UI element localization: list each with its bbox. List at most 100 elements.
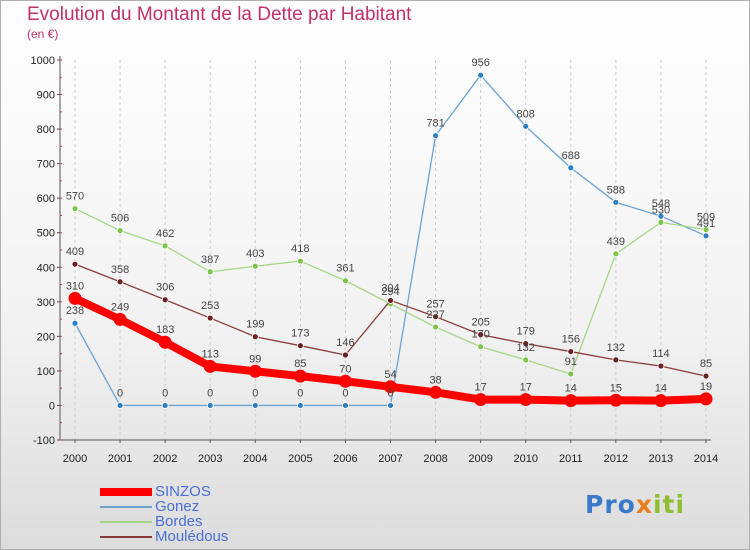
data-label-bordes: 403 [246,248,264,260]
data-label-sinzos: 54 [384,369,396,381]
data-point-bordes [567,370,575,378]
data-point-mouledous [702,372,710,380]
x-tick-label: 2003 [198,453,222,465]
data-point-bordes [342,277,349,285]
legend-item-bordes: Bordes [100,514,300,529]
data-label-gonez: 956 [471,57,489,69]
data-point-sinzos [654,394,668,408]
data-label-sinzos: 17 [520,382,532,394]
data-label-sinzos: 183 [156,324,174,336]
data-point-mouledous [567,348,575,355]
data-point-mouledous [206,314,214,322]
logo-part-1: Pro [585,490,636,519]
data-point-sinzos [293,369,307,383]
data-label-gonez: 0 [297,387,303,399]
legend-item-gonez: Gonez [100,499,300,514]
data-point-bordes [702,226,710,234]
data-point-gonez [432,132,439,140]
data-label-bordes: 462 [156,228,174,240]
data-point-mouledous [657,362,665,370]
legend-swatch-gonez [100,506,152,508]
data-point-bordes [251,262,259,270]
data-point-mouledous [342,351,349,359]
x-tick-label: 2011 [559,453,583,465]
data-point-mouledous [612,356,620,364]
data-point-gonez [206,402,214,409]
x-tick-label: 2008 [423,453,447,465]
data-label-mouledous: 156 [562,334,580,346]
data-label-mouledous: 173 [291,328,309,340]
legend-swatch-sinzos [100,488,152,496]
data-label-mouledous: 179 [517,326,535,338]
data-label-bordes: 294 [381,286,399,298]
data-label-gonez: 0 [252,387,258,399]
data-point-sinzos [564,394,578,408]
data-point-gonez [522,122,530,130]
data-label-sinzos: 99 [249,353,261,365]
data-label-gonez: 0 [207,387,213,399]
y-tick-label: 1000 [31,55,55,67]
legend-item-sinzos: SINZOS [100,484,300,499]
data-point-mouledous [161,296,169,304]
data-label-mouledous: 306 [156,282,174,294]
x-tick-label: 2013 [649,453,673,465]
data-point-sinzos [68,291,82,305]
data-point-sinzos [429,385,443,399]
chart-subtitle: (en €) [27,27,59,41]
legend-item-mouledous: Moulédous [100,529,300,544]
x-tick-label: 2006 [333,453,357,465]
data-label-sinzos: 249 [111,301,129,313]
x-tick-label: 2001 [108,453,132,465]
data-label-bordes: 439 [607,236,625,248]
data-label-gonez: 808 [517,108,535,120]
data-point-bordes [296,257,304,265]
y-tick-label: 100 [37,366,55,378]
y-tick-label: 200 [37,331,55,343]
data-label-mouledous: 304 [381,282,399,294]
x-tick-label: 2009 [468,453,492,465]
data-label-sinzos: 113 [201,348,219,360]
x-tick-label: 2005 [288,453,312,465]
data-point-gonez [702,232,710,240]
data-label-mouledous: 257 [426,299,444,311]
y-tick-label: 600 [37,193,55,205]
data-point-sinzos [474,393,488,407]
data-point-bordes [71,205,79,212]
data-point-bordes [206,268,214,276]
data-point-gonez [387,402,394,409]
data-point-mouledous [387,297,394,304]
x-tick-label: 2014 [694,453,718,465]
legend-label-sinzos: SINZOS [155,483,211,500]
data-label-gonez: 0 [342,387,348,399]
y-tick-label: -100 [33,435,55,447]
data-label-mouledous: 205 [471,317,489,329]
data-label-mouledous: 114 [652,348,670,360]
data-label-mouledous: 409 [66,246,84,258]
data-label-mouledous: 253 [201,300,219,312]
data-point-bordes [116,227,124,235]
data-point-sinzos [248,364,262,378]
legend-swatch-mouledous [100,536,152,538]
data-point-mouledous [296,342,304,350]
legend-label-mouledous: Moulédous [155,528,229,545]
y-tick-label: 300 [37,297,55,309]
data-label-bordes: 570 [66,191,84,203]
data-point-bordes [477,343,485,351]
data-label-mouledous: 358 [111,264,129,276]
proxiti-logo: Proxiti [585,490,685,519]
data-label-gonez: 781 [426,118,444,130]
data-label-mouledous: 146 [336,337,354,349]
data-label-bordes: 506 [111,213,129,225]
data-point-bordes [432,323,439,331]
data-point-gonez [71,319,79,327]
data-point-gonez [251,402,259,409]
data-point-gonez [116,402,124,409]
data-point-mouledous [477,331,485,339]
data-point-mouledous [432,313,439,321]
logo-part-2: x [635,490,653,519]
data-label-sinzos: 15 [610,382,622,394]
data-label-gonez: 688 [562,150,580,162]
x-tick-label: 2012 [604,453,628,465]
